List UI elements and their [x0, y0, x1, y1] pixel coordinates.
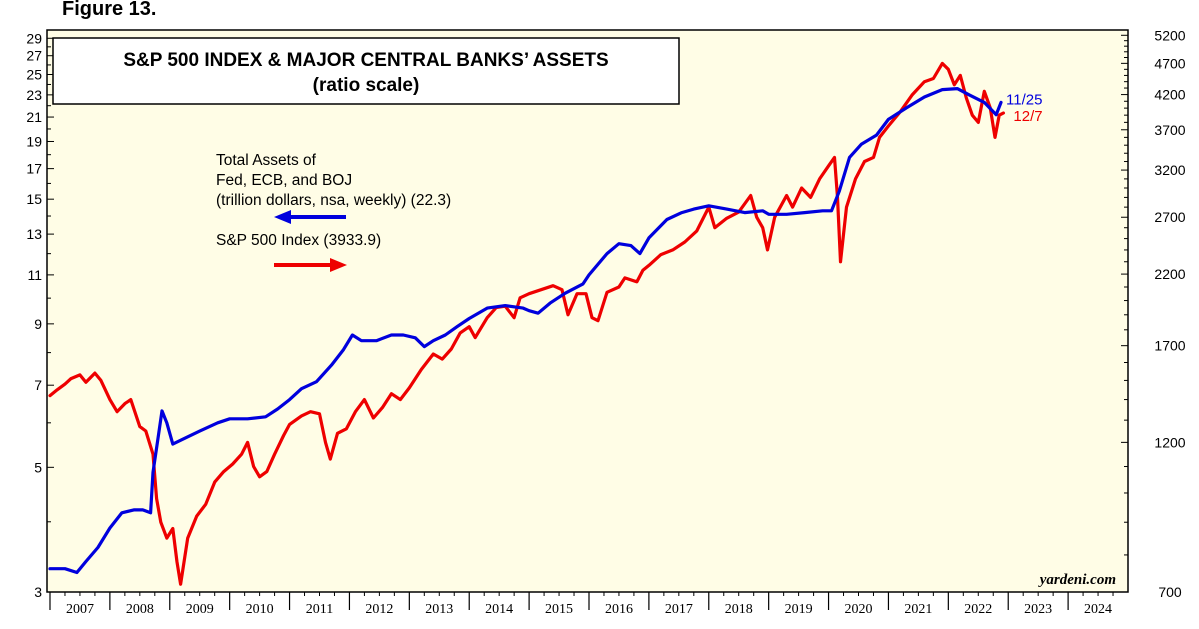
right-tick-label: 1200: [1154, 434, 1185, 450]
figure-label: Figure 13.: [62, 0, 157, 20]
year-label: 2011: [306, 602, 333, 617]
legend-sp500-label: S&P 500 Index (3933.9): [216, 232, 381, 249]
legend-assets-line-3: (trillion dollars, nsa, weekly) (22.3): [216, 192, 451, 209]
legend: Total Assets of Fed, ECB, and BOJ (trill…: [216, 152, 451, 272]
right-tick-label: 5200: [1154, 27, 1185, 43]
left-tick-label: 11: [27, 267, 42, 283]
source-credit: yardeni.com: [1038, 572, 1116, 588]
right-tick-label: 3700: [1154, 122, 1185, 138]
year-label: 2018: [725, 602, 753, 617]
right-tick-label: 1700: [1154, 338, 1185, 354]
year-label: 2023: [1024, 602, 1052, 617]
left-axis: 3 5 7 9 11 13 15 17 19 21 23 25 27 29: [26, 29, 54, 600]
year-label: 2022: [964, 602, 992, 617]
year-label: 2019: [785, 602, 813, 617]
year-label: 2017: [665, 602, 693, 617]
left-tick-label: 13: [26, 226, 42, 242]
right-tick-label: 2700: [1154, 209, 1185, 225]
chart-subtitle: (ratio scale): [313, 75, 420, 96]
plot-area: [46, 29, 1129, 593]
left-tick-label: 7: [34, 377, 42, 393]
year-label: 2021: [904, 602, 932, 617]
year-label: 2012: [365, 602, 393, 617]
right-axis: 700 1200 1700 2200 2700 3200 3700 4200 4700 5200: [1121, 27, 1186, 600]
legend-assets-line-1: Total Assets of: [216, 152, 317, 169]
left-tick-label: 15: [26, 191, 42, 207]
left-tick-label: 3: [34, 584, 42, 600]
right-tick-label: 700: [1158, 584, 1182, 600]
sp500-end-label: 12/7: [1013, 108, 1042, 125]
x-axis: 2007 2008 2009 2010 2011 2012 2013 2014 2015 2016…: [49, 592, 1114, 617]
assets-series-line: [48, 87, 1003, 575]
chart-title: S&P 500 INDEX & MAJOR CENTRAL BANKS’ ASS…: [123, 50, 608, 71]
title-box-frame: [52, 37, 680, 105]
year-label: 2013: [425, 602, 453, 617]
title-box: S&P 500 INDEX & MAJOR CENTRAL BANKS’ ASS…: [52, 37, 680, 105]
left-tick-label: 19: [26, 133, 42, 149]
assets-end-label: 11/25: [1006, 91, 1042, 108]
year-label: 2015: [545, 602, 573, 617]
year-label: 2014: [485, 602, 513, 617]
year-label: 2016: [605, 602, 633, 617]
left-tick-label: 23: [26, 87, 42, 103]
year-label: 2008: [126, 602, 154, 617]
year-label: 2007: [66, 602, 94, 617]
legend-assets-line-2: Fed, ECB, and BOJ: [216, 172, 352, 189]
right-tick-label: 2200: [1154, 266, 1185, 282]
year-label: 2020: [844, 602, 872, 617]
series-layer: [48, 61, 1005, 586]
legend-sp500-arrow: [274, 258, 347, 272]
legend-assets-arrow: [274, 210, 346, 224]
left-tick-label: 5: [34, 459, 42, 475]
left-tick-label: 17: [26, 161, 42, 177]
left-tick-label: 21: [26, 109, 42, 125]
year-label: 2009: [186, 602, 214, 617]
left-tick-label: 29: [26, 30, 42, 46]
right-tick-label: 4700: [1154, 55, 1185, 71]
year-label: 2010: [246, 602, 274, 617]
left-tick-label: 27: [26, 48, 42, 64]
year-label: 2024: [1084, 602, 1112, 617]
right-tick-label: 3200: [1154, 162, 1185, 178]
right-tick-label: 4200: [1154, 87, 1185, 103]
left-tick-label: 9: [34, 316, 42, 332]
left-tick-label: 25: [26, 66, 42, 82]
